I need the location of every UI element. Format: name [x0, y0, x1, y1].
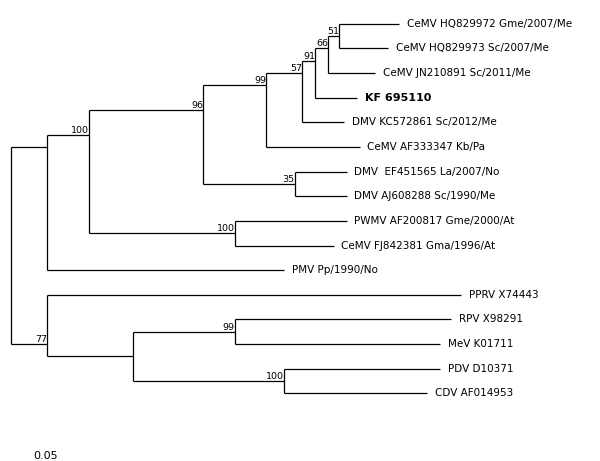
Text: 0.05: 0.05: [34, 451, 58, 461]
Text: DMV  EF451565 La/2007/No: DMV EF451565 La/2007/No: [355, 166, 500, 177]
Text: PDV D10371: PDV D10371: [448, 364, 514, 374]
Text: 96: 96: [191, 101, 203, 110]
Text: 100: 100: [217, 224, 235, 233]
Text: PWMV AF200817 Gme/2000/At: PWMV AF200817 Gme/2000/At: [355, 216, 515, 226]
Text: 100: 100: [266, 372, 284, 381]
Text: CeMV HQ829972 Gme/2007/Me: CeMV HQ829972 Gme/2007/Me: [407, 19, 572, 29]
Text: PMV Pp/1990/No: PMV Pp/1990/No: [292, 265, 378, 275]
Text: 35: 35: [283, 175, 295, 184]
Text: DMV AJ608288 Sc/1990/Me: DMV AJ608288 Sc/1990/Me: [355, 191, 496, 201]
Text: 77: 77: [35, 335, 47, 344]
Text: CeMV AF333347 Kb/Pa: CeMV AF333347 Kb/Pa: [367, 142, 485, 152]
Text: CeMV FJ842381 Gma/1996/At: CeMV FJ842381 Gma/1996/At: [341, 241, 496, 250]
Text: DMV KC572861 Sc/2012/Me: DMV KC572861 Sc/2012/Me: [352, 118, 497, 127]
Text: 99: 99: [223, 323, 235, 332]
Text: CDV AF014953: CDV AF014953: [435, 388, 514, 398]
Text: 57: 57: [290, 64, 302, 73]
Text: CeMV JN210891 Sc/2011/Me: CeMV JN210891 Sc/2011/Me: [383, 68, 531, 78]
Text: 91: 91: [304, 52, 316, 61]
Text: 100: 100: [71, 126, 89, 135]
Text: RPV X98291: RPV X98291: [458, 314, 523, 325]
Text: 51: 51: [327, 27, 339, 36]
Text: PPRV X74443: PPRV X74443: [469, 290, 539, 300]
Text: 99: 99: [254, 77, 266, 85]
Text: CeMV HQ829973 Sc/2007/Me: CeMV HQ829973 Sc/2007/Me: [396, 43, 549, 53]
Text: 66: 66: [316, 40, 328, 48]
Text: MeV K01711: MeV K01711: [448, 339, 514, 349]
Text: KF 695110: KF 695110: [365, 93, 431, 103]
